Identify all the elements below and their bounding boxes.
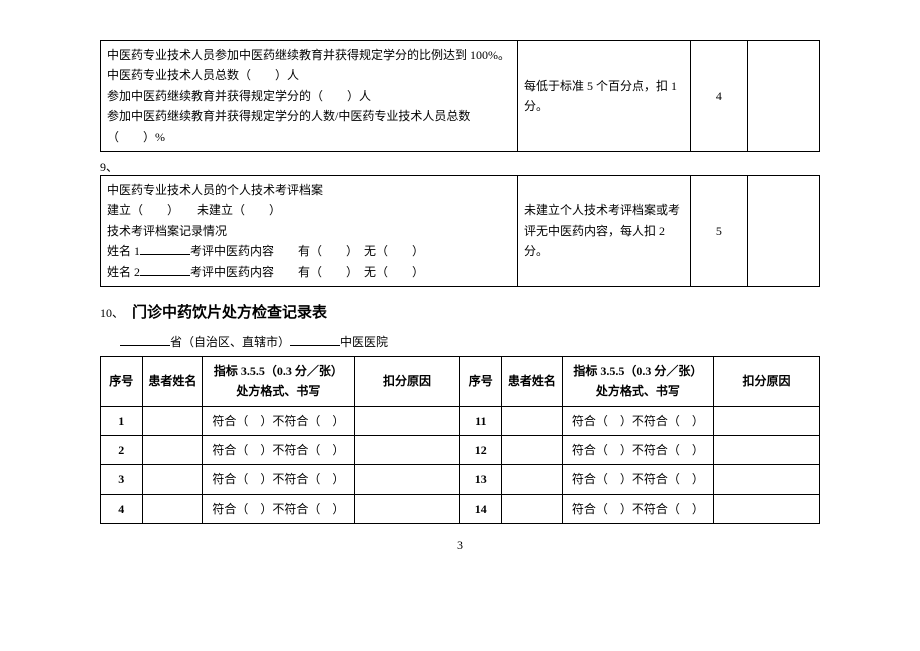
table-row: 2 符合（ ）不符合（ ） 12 符合（ ）不符合（ ） — [101, 436, 820, 465]
seq-r: 12 — [460, 436, 502, 465]
name-l — [142, 436, 203, 465]
archive-table: 中医药专业技术人员的个人技术考评档案 建立（ ） 未建立（ ） 技术考评档案记录… — [100, 175, 820, 287]
th-seq-r: 序号 — [460, 356, 502, 406]
th-ind-l1: 指标 3.5.5（0.3 分／张） — [205, 361, 351, 381]
blank-province — [120, 332, 170, 346]
item-10-label: 10、 — [100, 304, 124, 321]
edu-l2: 中医药专业技术人员总数（ ）人 — [107, 65, 511, 85]
arch-name1-label: 姓名 1 — [107, 244, 140, 258]
name-r — [502, 406, 563, 435]
th-name-l: 患者姓名 — [142, 356, 203, 406]
blank-name2 — [140, 262, 190, 276]
reason-r — [714, 436, 820, 465]
reason-l — [354, 465, 460, 494]
prescription-table: 序号 患者姓名 指标 3.5.5（0.3 分／张） 处方格式、书写 扣分原因 序… — [100, 356, 820, 524]
th-ind-r1: 指标 3.5.5（0.3 分／张） — [565, 361, 711, 381]
arch-l4: 姓名 1 考评中医药内容 有（ ） 无（ ） — [107, 241, 511, 261]
edu-l4: 参加中医药继续教育并获得规定学分的人数/中医药专业技术人员总数（ ）% — [107, 106, 511, 147]
hospital-line: 省（自治区、直辖市） 中医医院 — [120, 332, 820, 350]
ind-r: 符合（ ）不符合（ ） — [562, 494, 713, 523]
arch-c1: 中医药专业技术人员的个人技术考评档案 建立（ ） 未建立（ ） 技术考评档案记录… — [101, 175, 518, 286]
ind-r: 符合（ ）不符合（ ） — [562, 436, 713, 465]
arch-l5b: 考评中医药内容 有（ ） 无（ ） — [190, 265, 424, 279]
table-row: 4 符合（ ）不符合（ ） 14 符合（ ）不符合（ ） — [101, 494, 820, 523]
education-table: 中医药专业技术人员参加中医药继续教育并获得规定学分的比例达到 100%。 中医药… — [100, 40, 820, 152]
arch-c3: 5 — [690, 175, 748, 286]
ind-l: 符合（ ）不符合（ ） — [203, 436, 354, 465]
reason-l — [354, 436, 460, 465]
ind-l: 符合（ ）不符合（ ） — [203, 465, 354, 494]
edu-c1: 中医药专业技术人员参加中医药继续教育并获得规定学分的比例达到 100%。 中医药… — [101, 41, 518, 152]
ind-l: 符合（ ）不符合（ ） — [203, 406, 354, 435]
arch-l2: 建立（ ） 未建立（ ） — [107, 200, 511, 220]
blank-name1 — [140, 241, 190, 255]
seq-r: 14 — [460, 494, 502, 523]
hospital-text-2: 中医医院 — [340, 335, 388, 349]
arch-l3: 技术考评档案记录情况 — [107, 221, 511, 241]
ind-r: 符合（ ）不符合（ ） — [562, 465, 713, 494]
name-l — [142, 465, 203, 494]
seq-r: 13 — [460, 465, 502, 494]
arch-l4b: 考评中医药内容 有（ ） 无（ ） — [190, 244, 424, 258]
name-r — [502, 494, 563, 523]
edu-l1: 中医药专业技术人员参加中医药继续教育并获得规定学分的比例达到 100%。 — [107, 45, 511, 65]
name-r — [502, 436, 563, 465]
name-r — [502, 465, 563, 494]
th-name-r: 患者姓名 — [502, 356, 563, 406]
reason-r — [714, 406, 820, 435]
reason-l — [354, 406, 460, 435]
th-ind-l2: 处方格式、书写 — [205, 381, 351, 401]
seq-l: 3 — [101, 465, 143, 494]
reason-l — [354, 494, 460, 523]
name-l — [142, 494, 203, 523]
arch-c4 — [748, 175, 820, 286]
edu-c4 — [748, 41, 820, 152]
th-seq-l: 序号 — [101, 356, 143, 406]
page-number: 3 — [100, 538, 820, 553]
table-row: 3 符合（ ）不符合（ ） 13 符合（ ）不符合（ ） — [101, 465, 820, 494]
th-reason-l: 扣分原因 — [354, 356, 460, 406]
seq-l: 1 — [101, 406, 143, 435]
edu-c2: 每低于标准 5 个百分点，扣 1 分。 — [518, 41, 691, 152]
blank-hospital — [290, 332, 340, 346]
reason-r — [714, 465, 820, 494]
hospital-text-1: 省（自治区、直辖市） — [170, 335, 290, 349]
ind-l: 符合（ ）不符合（ ） — [203, 494, 354, 523]
th-ind-l: 指标 3.5.5（0.3 分／张） 处方格式、书写 — [203, 356, 354, 406]
th-ind-r: 指标 3.5.5（0.3 分／张） 处方格式、书写 — [562, 356, 713, 406]
arch-name2-label: 姓名 2 — [107, 265, 140, 279]
th-ind-r2: 处方格式、书写 — [565, 381, 711, 401]
seq-l: 4 — [101, 494, 143, 523]
th-reason-r: 扣分原因 — [714, 356, 820, 406]
arch-c2: 未建立个人技术考评档案或考评无中医药内容，每人扣 2 分。 — [518, 175, 691, 286]
section-title: 门诊中药饮片处方检查记录表 — [132, 301, 327, 322]
arch-l1: 中医药专业技术人员的个人技术考评档案 — [107, 180, 511, 200]
edu-c3: 4 — [690, 41, 748, 152]
arch-l5: 姓名 2 考评中医药内容 有（ ） 无（ ） — [107, 262, 511, 282]
seq-r: 11 — [460, 406, 502, 435]
reason-r — [714, 494, 820, 523]
name-l — [142, 406, 203, 435]
seq-l: 2 — [101, 436, 143, 465]
edu-l3: 参加中医药继续教育并获得规定学分的（ ）人 — [107, 86, 511, 106]
ind-r: 符合（ ）不符合（ ） — [562, 406, 713, 435]
item-9-label: 9、 — [100, 158, 118, 175]
table-row: 1 符合（ ）不符合（ ） 11 符合（ ）不符合（ ） — [101, 406, 820, 435]
